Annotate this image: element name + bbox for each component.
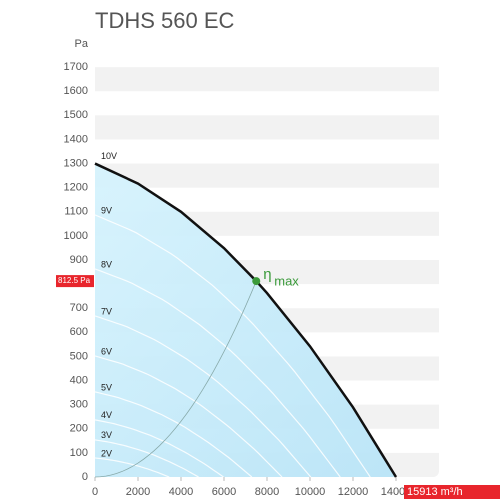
eta-sub: max — [274, 274, 299, 289]
speed-curve — [94, 419, 224, 478]
series-label: 10V — [101, 151, 117, 161]
speed-label: 3V — [101, 430, 112, 440]
speed-label: 5V — [101, 382, 112, 392]
x-tick-label: 8000 — [255, 486, 279, 498]
speed-curve — [94, 315, 312, 478]
y-tick-label: 1500 — [64, 109, 88, 121]
speed-label: 4V — [101, 410, 112, 420]
y-tick-label: 900 — [70, 254, 88, 266]
pressure-label-bg — [56, 275, 94, 288]
speed-curve — [94, 268, 341, 478]
speed-curve — [94, 355, 283, 478]
speed-curve — [94, 391, 253, 478]
y-tick-label: 1400 — [64, 133, 88, 145]
grid-band — [95, 91, 439, 116]
speed-label: 7V — [101, 306, 112, 316]
flow-label: 15913 m³/h — [407, 486, 463, 498]
y-tick-label: 500 — [70, 350, 88, 362]
x-tick-label: 10000 — [295, 486, 326, 498]
speed-curve — [94, 214, 371, 478]
y-unit: Pa — [75, 38, 89, 50]
y-tick-label: 1700 — [64, 61, 88, 73]
pressure-label: 812.5 Pa — [58, 276, 91, 285]
x-tick-label: 2000 — [126, 486, 150, 498]
y-tick-label: 1300 — [64, 157, 88, 169]
y-tick-label: 1000 — [64, 230, 88, 242]
y-tick-label: 0 — [82, 471, 88, 483]
y-tick-label: 1200 — [64, 182, 88, 194]
speed-label: 6V — [101, 346, 112, 356]
speed-label: 8V — [101, 259, 112, 269]
x-tick-label: 4000 — [169, 486, 193, 498]
y-tick-label: 300 — [70, 399, 88, 411]
y-tick-label: 1100 — [64, 206, 88, 218]
y-tick-label: 700 — [70, 302, 88, 314]
eta-symbol: η — [263, 266, 271, 283]
speed-label: 9V — [101, 205, 112, 215]
y-tick-label: 200 — [70, 423, 88, 435]
x-tick-label: 0 — [92, 486, 98, 498]
grid-band — [95, 139, 439, 164]
y-tick-label: 100 — [70, 447, 88, 459]
speed-label: 2V — [101, 448, 112, 458]
y-tick-label: 400 — [70, 374, 88, 386]
x-tick-label: 6000 — [212, 486, 236, 498]
eta-point — [252, 277, 261, 286]
curve-fill — [95, 163, 396, 478]
y-tick-label: 600 — [70, 326, 88, 338]
speed-curve — [94, 457, 170, 478]
efficiency-line — [94, 280, 257, 478]
speed-curve — [94, 439, 199, 478]
x-tick-label: 12000 — [338, 486, 369, 498]
x-tick-label: 14000 — [381, 486, 412, 498]
flow-label-bg — [404, 485, 500, 499]
grid-band — [95, 43, 439, 68]
y-tick-label: 1600 — [64, 85, 88, 97]
chart-title: TDHS 560 EC — [95, 8, 234, 33]
